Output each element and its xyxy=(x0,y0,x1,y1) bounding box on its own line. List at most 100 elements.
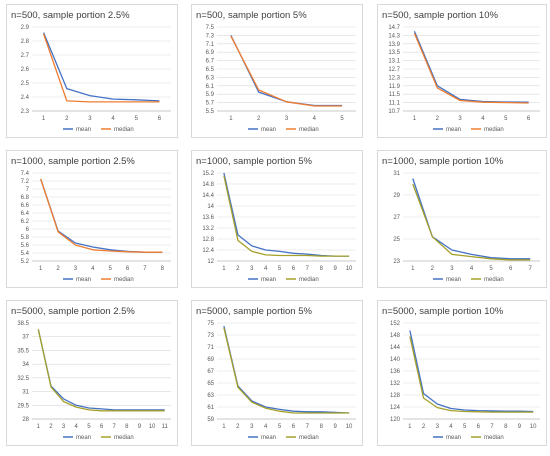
x-tick-label: 11 xyxy=(162,424,169,430)
x-tick-label: 2 xyxy=(431,266,435,272)
legend-label-mean: mean xyxy=(261,277,276,283)
y-tick-label: 152 xyxy=(390,321,401,327)
y-tick-label: 13.5 xyxy=(388,50,400,56)
chart-panel-5: n=1000, sample portion 5% 12 12.4 12.8 13.2 1… xyxy=(191,150,363,288)
chart-title: n=5000, sample portion 2.5% xyxy=(11,306,135,317)
chart-svg: n=500, sample portion 5% 5.5 5.7 5.9 6.1 6.3 6… xyxy=(196,10,356,133)
y-tick-label: 6.6 xyxy=(21,203,30,209)
series-line-mean xyxy=(413,30,529,103)
legend-label-median: median xyxy=(484,127,504,133)
chart-panel-7: n=5000, sample portion 2.5% 28 29.5 31 32.5 3… xyxy=(6,300,178,446)
x-tick-label: 4 xyxy=(449,424,453,430)
chart-title: n=1000, sample portion 5% xyxy=(196,156,312,167)
y-tick-label: 5.6 xyxy=(21,243,30,249)
series-line-median xyxy=(412,183,531,261)
y-tick-label: 37 xyxy=(22,335,29,341)
y-tick-label: 6.2 xyxy=(21,219,30,225)
x-tick-label: 9 xyxy=(518,424,522,430)
x-tick-label: 2 xyxy=(422,424,426,430)
y-tick-label: 32.5 xyxy=(17,376,29,382)
y-tick-label: 5.5 xyxy=(206,109,215,115)
chart-panel-6: n=1000, sample portion 10% 23 25 27 29 31 1 2 3 4… xyxy=(377,150,547,288)
x-tick-label: 8 xyxy=(125,424,129,430)
y-tick-label: 63 xyxy=(207,393,214,399)
y-tick-label: 7.4 xyxy=(21,171,30,177)
legend-label-median: median xyxy=(114,127,134,133)
x-tick-label: 8 xyxy=(161,266,165,272)
y-tick-label: 136 xyxy=(390,369,401,375)
x-tick-label: 9 xyxy=(333,266,337,272)
y-tick-label: 124 xyxy=(390,405,401,411)
y-tick-label: 13.6 xyxy=(202,215,214,221)
series-line-median xyxy=(40,178,163,253)
x-tick-label: 6 xyxy=(158,116,162,122)
chart-svg: n=5000, sample portion 10%12012412813213… xyxy=(382,306,540,441)
x-tick-label: 1 xyxy=(222,266,226,272)
x-tick-label: 5 xyxy=(463,424,467,430)
x-tick-label: 1 xyxy=(42,116,46,122)
series-line-median xyxy=(223,175,350,257)
x-tick-label: 5 xyxy=(278,424,282,430)
x-tick-label: 3 xyxy=(250,266,254,272)
x-tick-label: 2 xyxy=(257,116,261,122)
chart-title: n=1000, sample portion 10% xyxy=(382,156,504,167)
legend-label-mean: mean xyxy=(446,435,461,441)
x-tick-label: 1 xyxy=(229,116,233,122)
y-tick-label: 5.2 xyxy=(21,259,30,265)
y-tick-label: 6.9 xyxy=(206,50,215,56)
y-tick-label: 61 xyxy=(207,405,214,411)
y-tick-label: 2.6 xyxy=(21,67,30,73)
chart-panel-4: n=1000, sample portion 2.5% 5.2 5.4 5.6 5.8 6… xyxy=(6,150,178,288)
x-tick-label: 9 xyxy=(333,424,337,430)
legend-label-mean: mean xyxy=(446,277,461,283)
y-tick-label: 5.7 xyxy=(206,101,215,107)
x-tick-label: 2 xyxy=(236,266,240,272)
chart-title: n=500, sample portion 2.5% xyxy=(11,10,130,21)
x-tick-label: 4 xyxy=(91,266,95,272)
y-tick-label: 69 xyxy=(207,357,214,363)
y-tick-label: 14.4 xyxy=(202,193,214,199)
y-tick-label: 73 xyxy=(207,333,214,339)
y-tick-label: 14.7 xyxy=(388,25,400,31)
y-tick-label: 12.7 xyxy=(388,67,400,73)
x-tick-label: 6 xyxy=(292,424,296,430)
x-tick-label: 6 xyxy=(100,424,104,430)
x-tick-label: 7 xyxy=(306,424,310,430)
y-tick-label: 75 xyxy=(207,321,214,327)
x-tick-label: 6 xyxy=(292,266,296,272)
x-tick-label: 1 xyxy=(413,116,417,122)
y-tick-label: 5.8 xyxy=(21,235,30,241)
series-line-median xyxy=(409,336,534,413)
x-tick-label: 9 xyxy=(138,424,142,430)
y-tick-label: 148 xyxy=(390,333,401,339)
y-tick-label: 2.3 xyxy=(21,109,30,115)
y-tick-label: 140 xyxy=(390,357,401,363)
chart-svg: n=500, sample portion 2.5% 2.3 2.4 2.5 2.6 2.… xyxy=(11,10,171,133)
y-tick-label: 15.2 xyxy=(202,171,214,177)
series-line-mean xyxy=(40,178,163,253)
chart-svg: n=5000, sample portion 5%596163656769717… xyxy=(196,306,356,441)
y-tick-label: 13.9 xyxy=(388,42,400,48)
legend-label-mean: mean xyxy=(76,435,91,441)
y-tick-label: 7.1 xyxy=(206,42,215,48)
y-tick-label: 11.1 xyxy=(389,101,401,107)
x-tick-label: 6 xyxy=(509,266,513,272)
y-tick-label: 120 xyxy=(390,417,401,423)
series-line-median xyxy=(37,329,165,412)
chart-title: n=500, sample portion 10% xyxy=(382,10,498,21)
series-line-mean xyxy=(37,329,165,411)
legend-label-median: median xyxy=(114,435,134,441)
y-tick-label: 71 xyxy=(207,345,214,351)
y-tick-label: 35.5 xyxy=(17,348,29,354)
y-tick-label: 5.9 xyxy=(206,92,215,98)
chart-title: n=1000, sample portion 2.5% xyxy=(11,156,135,167)
y-tick-label: 31 xyxy=(393,171,400,177)
legend-label-median: median xyxy=(484,277,504,283)
x-tick-label: 4 xyxy=(264,424,268,430)
chart-svg: n=500, sample portion 10% 10.7 11.1 11.5 11.… xyxy=(382,10,540,133)
x-tick-label: 10 xyxy=(530,424,537,430)
y-tick-label: 6.4 xyxy=(21,211,30,217)
x-tick-label: 10 xyxy=(346,266,353,272)
